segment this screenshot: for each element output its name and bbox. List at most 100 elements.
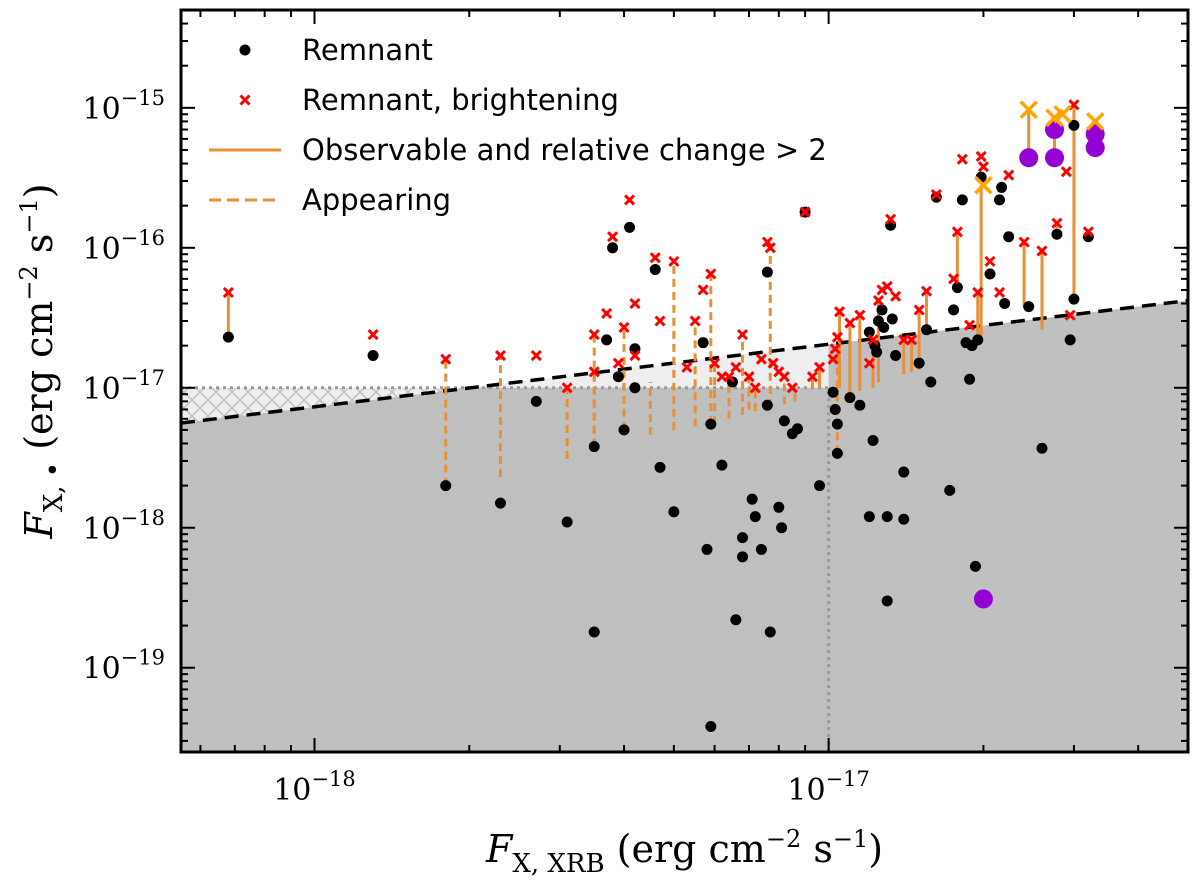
remnant-point (925, 376, 937, 388)
highlight-cross-stroke (1085, 112, 1105, 131)
brightening-point (975, 150, 987, 162)
brightening-point-stroke (863, 357, 875, 369)
remnant-point (964, 373, 976, 385)
remnant-point (1051, 228, 1063, 240)
brightening-point (618, 321, 630, 333)
remnant-point (863, 511, 875, 523)
brightening-point-stroke (786, 382, 798, 394)
brightening-point (222, 286, 234, 298)
remnant-point (886, 313, 898, 325)
brightening-point-stroke (697, 284, 709, 296)
brightening-point-stroke (612, 357, 624, 369)
brightening-point-stroke (833, 306, 846, 318)
remnant-point (222, 331, 234, 343)
brightening-point (588, 329, 600, 341)
y-axis-label-units: (erg cm (17, 301, 61, 450)
y-tick-label: 10−17 (82, 366, 165, 407)
brightening-point (1064, 309, 1076, 321)
brightening-point-stroke (755, 353, 767, 365)
remnant-point (1068, 293, 1080, 305)
remnant-point (827, 386, 839, 398)
y-tick-label: 10−15 (82, 86, 165, 127)
remnant-point (588, 441, 600, 453)
x-axis-label-close: ) (868, 827, 883, 871)
brightening-point-stroke (975, 150, 987, 162)
brightening-point-stroke (984, 255, 996, 267)
y-tick-exp: −15 (121, 86, 165, 110)
hatched-region (181, 387, 829, 752)
brightening-point (977, 161, 989, 173)
brightening-point (872, 294, 885, 307)
highlight-dot (1019, 148, 1039, 168)
brightening-point (629, 349, 641, 362)
brightening-point (881, 280, 893, 292)
x-tick-base: 10 (787, 773, 825, 808)
legend-label: Appearing (302, 183, 451, 217)
remnant-point (701, 543, 713, 555)
brightening-point (964, 319, 976, 331)
remnant-point (749, 511, 761, 523)
brightening-point (993, 286, 1006, 298)
brightening-point-stroke (681, 361, 693, 373)
remnant-point (898, 513, 910, 525)
y-tick-base: 10 (82, 512, 120, 547)
brightening-point-stroke (948, 273, 960, 285)
brightening-point-stroke (222, 286, 234, 298)
brightening-point-stroke (977, 161, 989, 173)
y-tick-label: 10−18 (82, 506, 165, 547)
remnant-point (764, 626, 776, 638)
x-axis-label-exponent: −2 (766, 825, 801, 853)
brightening-point-stroke (1051, 217, 1063, 229)
brightening-point (668, 255, 680, 267)
brightening-point-stroke (668, 255, 680, 267)
brightening-point-stroke (494, 349, 507, 362)
brightening-point (1051, 217, 1063, 229)
brightening-point (623, 194, 636, 206)
remnant-point (612, 371, 624, 383)
remnant-point (730, 614, 742, 626)
highlight-dot (1045, 148, 1065, 168)
brightening-point (755, 353, 767, 365)
brightening-point-stroke (964, 319, 976, 331)
brightening-point-stroke (588, 329, 600, 341)
brightening-point-stroke (530, 349, 542, 362)
brightening-point-stroke (723, 371, 735, 383)
brightening-point (367, 329, 379, 341)
remnant-point (814, 480, 826, 492)
remnant-point (761, 399, 773, 411)
brightening-point-stroke (730, 361, 742, 373)
highlight-dot (973, 589, 993, 609)
remnant-point (890, 350, 902, 362)
remnant-point (1064, 334, 1076, 346)
brightening-point-stroke (367, 329, 379, 341)
remnant-point (984, 268, 996, 280)
remnant-point (969, 560, 981, 572)
brightening-point-stroke (993, 286, 1006, 298)
brightening-point-stroke (629, 297, 641, 310)
brightening-point-stroke (689, 315, 701, 327)
y-tick-label: 10−16 (82, 226, 165, 267)
y-tick-base: 10 (82, 652, 120, 687)
brightening-point-stroke (799, 206, 811, 218)
y-axis-label-space (17, 450, 61, 462)
brightening-point-stroke (736, 329, 749, 341)
brightening-point (730, 361, 742, 373)
remnant-point (440, 480, 452, 492)
brightening-point (799, 206, 811, 218)
brightening-point (984, 255, 996, 267)
brightening-point (588, 366, 600, 378)
brightening-point-stroke (827, 353, 839, 365)
brightening-point (705, 268, 717, 280)
brightening-point (844, 317, 856, 329)
brightening-point-stroke (440, 353, 452, 365)
brightening-point-stroke (854, 309, 866, 321)
legend-cross-marker (239, 94, 251, 106)
brightening-point (890, 290, 902, 302)
y-axis-label-units-mid: s (17, 234, 61, 266)
brightening-point (689, 315, 701, 327)
brightening-point (761, 236, 773, 248)
brightening-point (972, 286, 984, 298)
brightening-point-stroke (906, 334, 918, 346)
brightening-point-stroke (829, 343, 841, 355)
highlight-cross (974, 175, 993, 195)
